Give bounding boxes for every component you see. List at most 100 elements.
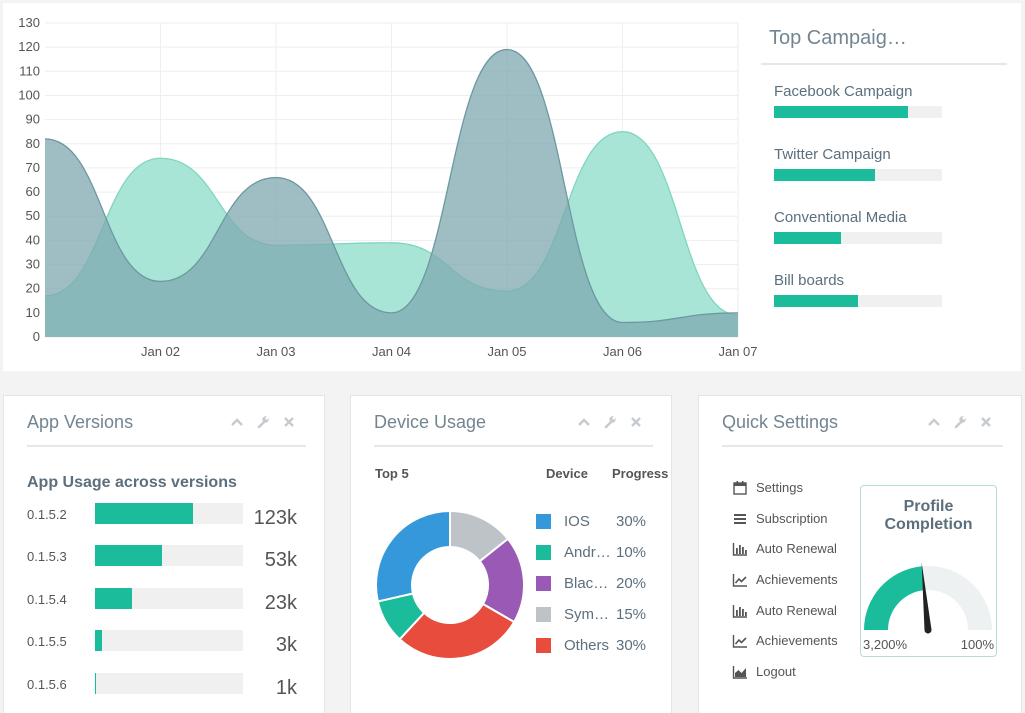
version-bar	[95, 588, 243, 609]
campaign-item: Facebook Campaign	[774, 83, 974, 118]
panel-title: Device Usage	[374, 412, 487, 432]
campaign-item: Bill boards	[774, 272, 974, 307]
bar-chart-icon	[732, 605, 747, 618]
legend-percent: 30%	[616, 513, 647, 530]
legend-swatch	[536, 638, 551, 653]
version-bar-fill	[95, 545, 162, 566]
close-icon[interactable]	[979, 415, 993, 429]
quick-settings-label: Auto Renewal	[756, 603, 837, 618]
x-tick-label: Jan 02	[141, 344, 180, 359]
wrench-icon[interactable]	[953, 415, 967, 429]
app-usage-subtitle: App Usage across versions	[27, 474, 237, 491]
wrench-icon[interactable]	[256, 415, 270, 429]
calendar-icon	[733, 481, 747, 495]
quick-settings-label: Auto Renewal	[756, 541, 837, 556]
quick-settings-item-subscription[interactable]: Subscription	[732, 509, 862, 529]
quick-settings-item-achievements[interactable]: Achievements	[732, 631, 862, 651]
legend-percent: 10%	[616, 544, 647, 561]
gauge-needle	[921, 562, 932, 631]
version-row: 0.1.5.3 53k	[27, 545, 317, 571]
version-value: 3k	[275, 634, 297, 656]
x-tick-label: Jan 06	[603, 344, 642, 359]
quick-settings-label: Logout	[756, 664, 796, 679]
profile-completion-card: Profile Completion 3,200% 100%	[860, 485, 997, 657]
bars-icon	[734, 514, 746, 524]
campaign-name: Twitter Campaign	[774, 146, 891, 163]
y-tick-label: 60	[26, 184, 40, 199]
legend-swatch	[536, 576, 551, 591]
quick-settings-item-logout[interactable]: Logout	[732, 662, 862, 682]
top-campaigns: Top Campaig… Facebook Campaign Twitter C…	[761, 3, 1007, 307]
collapse-icon[interactable]	[927, 415, 941, 429]
version-bar-fill	[95, 673, 97, 694]
campaign-item: Conventional Media	[774, 209, 974, 244]
legend-name: Android	[564, 544, 614, 561]
x-tick-label: Jan 03	[256, 344, 295, 359]
version-bar-fill	[95, 630, 103, 651]
quick-settings-label: Achievements	[756, 572, 838, 587]
series-area	[45, 49, 738, 338]
version-value: 53k	[264, 549, 297, 571]
legend-item: Android 10%	[536, 543, 686, 563]
quick-settings-item-auto-renewal[interactable]: Auto Renewal	[732, 601, 862, 621]
close-icon[interactable]	[282, 415, 296, 429]
legend-name: Others	[564, 637, 610, 654]
y-tick-label: 120	[18, 39, 40, 54]
y-tick-label: 40	[26, 232, 40, 247]
panel-title: Quick Settings	[722, 412, 839, 432]
version-row: 0.1.5.4 23k	[27, 588, 317, 614]
device-donut-chart	[375, 509, 525, 660]
x-tick-label: Jan 07	[718, 344, 757, 359]
version-bar	[95, 545, 243, 566]
version-row: 0.1.5.5 3k	[27, 630, 317, 656]
legend-percent: 15%	[616, 606, 647, 623]
y-tick-label: 130	[18, 15, 40, 30]
quick-settings-item-achievements[interactable]: Achievements	[732, 570, 862, 590]
panel-header: Device Usage	[374, 396, 653, 447]
legend-item: Blackberry 20%	[536, 574, 686, 594]
campaign-progress	[774, 295, 942, 307]
quick-settings-label: Subscription	[756, 511, 828, 526]
campaign-name: Conventional Media	[774, 209, 907, 226]
version-label: 0.1.5.6	[27, 677, 67, 692]
quick-settings-label: Achievements	[756, 633, 838, 648]
series-line	[44, 48, 739, 324]
collapse-icon[interactable]	[230, 415, 244, 429]
legend-item: Symbian 15%	[536, 605, 686, 625]
y-tick-label: 0	[33, 329, 40, 344]
quick-settings-panel: Quick Settings Settings Subscription Aut…	[698, 395, 1022, 713]
campaign-progress-fill	[774, 169, 875, 181]
area-chart-icon	[732, 666, 747, 679]
donut-slice	[375, 509, 451, 603]
version-row: 0.1.5.2 123k	[27, 503, 317, 529]
donut-slice	[398, 602, 516, 660]
collapse-icon[interactable]	[577, 415, 591, 429]
campaign-progress-fill	[774, 232, 842, 244]
line-chart-icon	[732, 574, 747, 587]
panel-title: App Versions	[27, 412, 134, 432]
panel-header: Quick Settings	[722, 396, 1003, 447]
version-bar-fill	[95, 503, 193, 524]
panel-tools	[230, 415, 296, 429]
device-header: Device	[546, 466, 588, 481]
profile-completion-title: Profile Completion	[861, 498, 996, 534]
quick-settings-label: Settings	[756, 480, 803, 495]
version-bar	[95, 673, 243, 694]
version-label: 0.1.5.4	[27, 592, 67, 607]
wrench-icon[interactable]	[603, 415, 617, 429]
quick-settings-item-auto-renewal[interactable]: Auto Renewal	[732, 539, 862, 559]
close-icon[interactable]	[629, 415, 643, 429]
line-chart-icon	[732, 635, 747, 648]
series-line	[44, 131, 739, 316]
profile-title-line2: Completion	[884, 516, 973, 533]
y-tick-label: 70	[26, 160, 40, 175]
quick-settings-item-settings[interactable]: Settings	[732, 478, 862, 498]
legend-swatch	[536, 607, 551, 622]
campaign-progress-fill	[774, 106, 909, 118]
version-bar	[95, 503, 243, 524]
profile-gauge	[864, 562, 992, 634]
y-tick-label: 10	[26, 305, 40, 320]
version-value: 23k	[264, 592, 297, 614]
version-row: 0.1.5.6 1k	[27, 673, 317, 699]
version-label: 0.1.5.5	[27, 634, 67, 649]
